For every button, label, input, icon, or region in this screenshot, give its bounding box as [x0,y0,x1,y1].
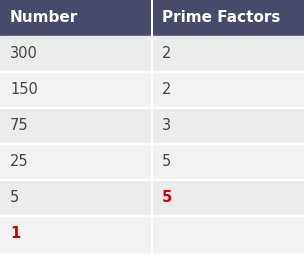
Bar [0,180,152,216]
Bar [0,36,152,72]
Text: 300: 300 [10,46,38,61]
Text: 75: 75 [10,119,29,134]
Text: 3: 3 [162,119,171,134]
Text: Number: Number [10,10,78,25]
Text: 5: 5 [162,190,172,205]
Bar [152,180,304,216]
Bar [152,36,304,72]
Bar [0,72,152,108]
Text: 5: 5 [10,190,19,205]
Bar [152,108,304,144]
Bar [0,0,304,36]
Bar [0,216,152,252]
Text: 2: 2 [162,46,171,61]
Text: 2: 2 [162,83,171,98]
Text: Prime Factors: Prime Factors [162,10,280,25]
Text: 25: 25 [10,154,29,169]
Bar [152,216,304,252]
Bar [0,144,152,180]
Bar [152,72,304,108]
Bar [152,144,304,180]
Text: 5: 5 [162,154,171,169]
Bar [0,108,152,144]
Text: 1: 1 [10,227,20,242]
Text: 150: 150 [10,83,38,98]
